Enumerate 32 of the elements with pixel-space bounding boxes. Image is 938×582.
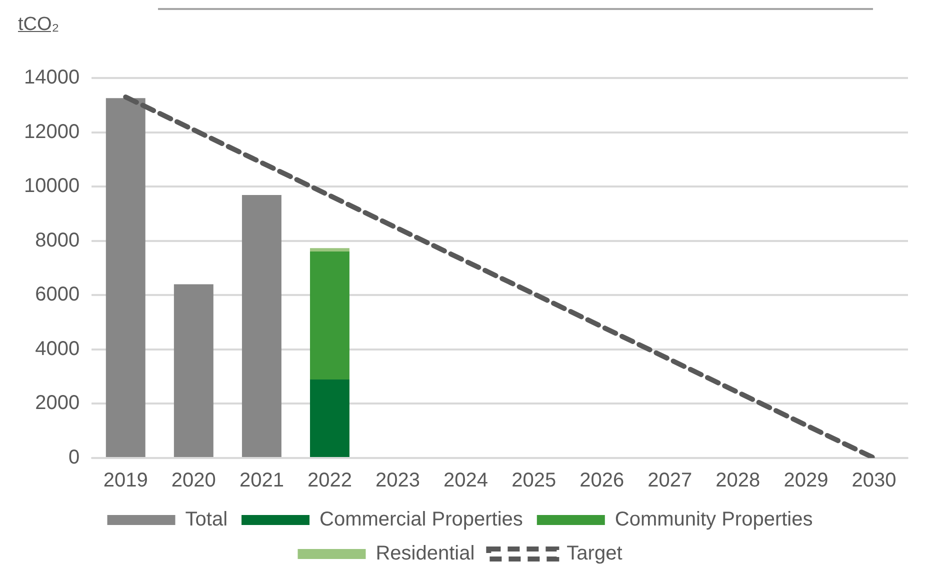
x-tick-label: 2024 [444, 470, 488, 492]
y-tick-label: 12000 [24, 120, 80, 143]
y-tick-label: 0 [68, 446, 80, 469]
y-tick-label: 14000 [24, 66, 80, 89]
x-tick-label: 2022 [307, 470, 352, 492]
y-tick-label: 4000 [35, 338, 80, 360]
x-tick-label: 2023 [376, 470, 420, 492]
bar [310, 248, 350, 252]
x-tick-label: 2027 [648, 470, 692, 492]
bar [310, 380, 350, 457]
y-tick-label: 2000 [35, 392, 80, 414]
y-tick-label: 6000 [35, 284, 80, 306]
y-tick-label: 8000 [35, 229, 80, 252]
x-tick-label: 2030 [852, 470, 896, 492]
x-tick-label: 2028 [716, 470, 760, 492]
x-tick-label: 2020 [171, 470, 216, 492]
bar [106, 98, 146, 457]
bar [174, 284, 214, 457]
y-axis-title: tCO₂ [18, 14, 60, 36]
legend-label: Target [566, 542, 623, 565]
x-tick-label: 2019 [103, 470, 148, 492]
x-tick-label: 2025 [512, 470, 556, 492]
x-tick-label: 2021 [239, 470, 284, 492]
legend-label: Total [185, 508, 228, 531]
legend-label: Community Properties [614, 508, 813, 531]
legend-label: Residential [376, 542, 475, 565]
y-tick-label: 10000 [24, 175, 80, 198]
x-tick-label: 2026 [580, 470, 624, 492]
bar [310, 251, 350, 380]
x-tick-label: 2029 [784, 470, 828, 492]
bar [242, 194, 282, 457]
legend-label: Commercial Properties [320, 508, 523, 531]
